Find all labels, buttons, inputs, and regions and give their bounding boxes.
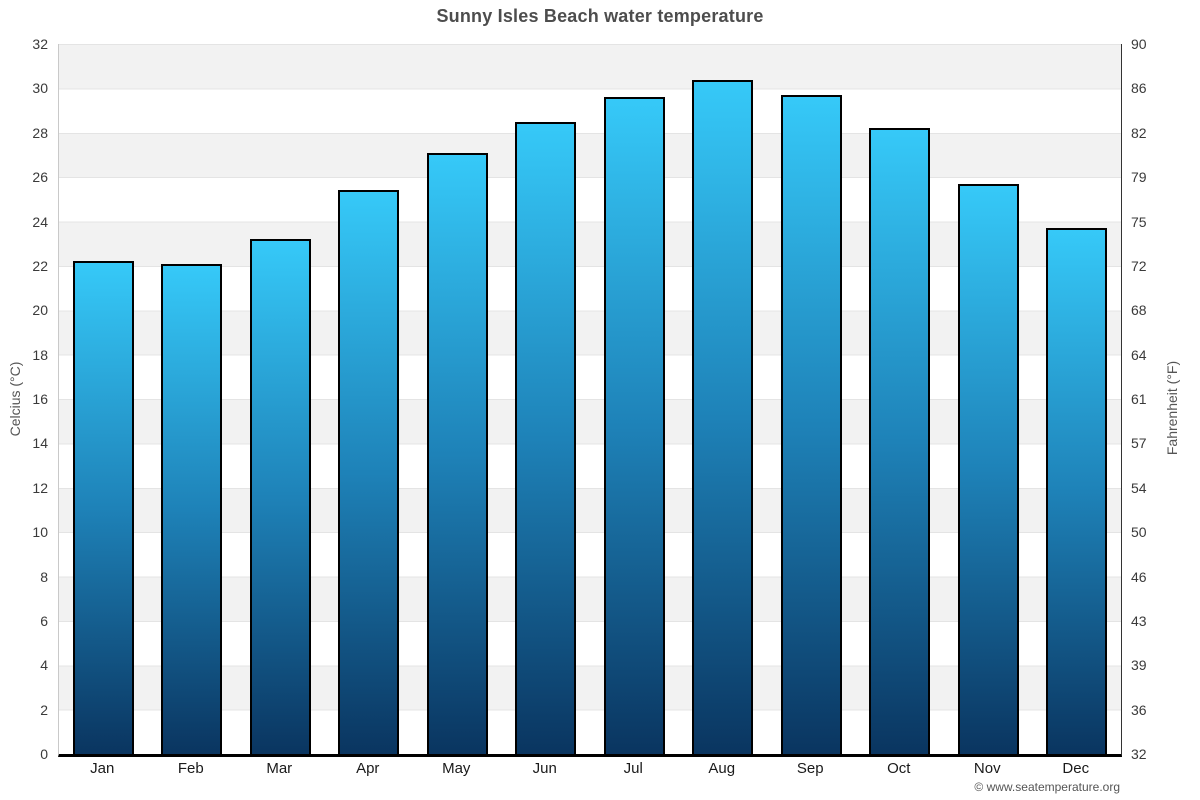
month-label-apr: Apr [356, 760, 380, 777]
bar-slot-oct [856, 44, 945, 754]
month-axis: Jan Feb Mar Apr May Jun Jul Aug Sep Oct Nov Dec [58, 760, 1120, 777]
fahrenheit-tick-86: 86 [1131, 80, 1147, 97]
bar-slot-nov [944, 44, 1033, 754]
bar-slot-may [413, 44, 502, 754]
bar-slot-apr [325, 44, 414, 754]
fahrenheit-tick-32: 32 [1131, 746, 1147, 762]
celsius-tick-10: 10 [32, 524, 48, 541]
month-label-jun: Jun [532, 760, 557, 777]
plot-area [58, 44, 1122, 757]
celsius-tick-16: 16 [32, 391, 48, 407]
month-label-mar: Mar [266, 760, 293, 777]
celsius-tick-14: 14 [32, 435, 48, 452]
fahrenheit-tick-labels: 32 36 39 43 46 50 54 57 61 64 68 72 75 79 82 86 90 [1131, 36, 1191, 762]
bar-feb [161, 263, 223, 754]
bar-slot-sep [767, 44, 856, 754]
fahrenheit-tick-90: 90 [1131, 36, 1147, 52]
celsius-tick-6: 6 [40, 612, 48, 629]
bar-series [59, 44, 1121, 754]
month-label-feb: Feb [177, 760, 204, 777]
bar-oct [869, 128, 931, 754]
bar-slot-jan [59, 44, 148, 754]
fahrenheit-tick-82: 82 [1131, 124, 1147, 141]
month-label-oct: Oct [887, 760, 911, 777]
fahrenheit-tick-43: 43 [1131, 612, 1147, 629]
fahrenheit-tick-36: 36 [1131, 701, 1147, 718]
celsius-tick-22: 22 [32, 257, 48, 274]
fahrenheit-tick-50: 50 [1131, 524, 1147, 541]
chart-title: Sunny Isles Beach water temperature [436, 6, 764, 26]
bar-apr [338, 190, 400, 754]
fahrenheit-tick-39: 39 [1131, 657, 1147, 674]
month-label-jul: Jul [623, 760, 643, 777]
celsius-tick-20: 20 [32, 302, 48, 319]
bar-slot-jun [502, 44, 591, 754]
celsius-tick-12: 12 [32, 479, 48, 496]
fahrenheit-tick-54: 54 [1131, 479, 1147, 496]
bar-jun [515, 121, 577, 754]
bar-sep [780, 95, 842, 754]
celsius-tick-30: 30 [32, 80, 48, 97]
bar-jan [72, 261, 134, 754]
fahrenheit-tick-46: 46 [1131, 568, 1147, 585]
bar-slot-aug [679, 44, 768, 754]
month-label-nov: Nov [973, 760, 1001, 777]
month-label-may: May [442, 760, 471, 777]
celsius-tick-0: 0 [40, 746, 48, 762]
celsius-tick-26: 26 [32, 169, 48, 186]
bar-aug [692, 79, 754, 754]
month-label-aug: Aug [708, 760, 736, 777]
bar-dec [1046, 228, 1108, 754]
copyright-footer: © www.seatemperature.org [974, 780, 1120, 794]
bar-mar [249, 239, 311, 754]
celsius-tick-4: 4 [40, 657, 48, 674]
celsius-tick-18: 18 [32, 346, 48, 363]
bar-may [426, 152, 488, 754]
fahrenheit-tick-57: 57 [1131, 435, 1147, 452]
fahrenheit-tick-79: 79 [1131, 169, 1147, 186]
bar-jul [603, 97, 665, 754]
fahrenheit-tick-64: 64 [1131, 346, 1147, 363]
fahrenheit-tick-72: 72 [1131, 257, 1147, 274]
month-label-dec: Dec [1062, 760, 1090, 777]
celsius-tick-8: 8 [40, 568, 48, 585]
celsius-tick-24: 24 [32, 213, 48, 230]
bar-slot-jul [590, 44, 679, 754]
bar-slot-mar [236, 44, 325, 754]
fahrenheit-tick-68: 68 [1131, 302, 1147, 319]
celsius-tick-32: 32 [32, 36, 48, 52]
bar-slot-feb [148, 44, 237, 754]
celsius-tick-labels: 0 2 4 6 8 10 12 14 16 18 20 22 24 26 28 30 32 [0, 36, 48, 762]
fahrenheit-tick-61: 61 [1131, 391, 1147, 407]
celsius-tick-2: 2 [40, 701, 48, 718]
month-label-jan: Jan [90, 760, 115, 777]
bar-slot-dec [1033, 44, 1122, 754]
bar-nov [957, 183, 1019, 754]
celsius-tick-28: 28 [32, 124, 48, 141]
month-label-sep: Sep [796, 760, 824, 777]
fahrenheit-tick-75: 75 [1131, 213, 1147, 230]
